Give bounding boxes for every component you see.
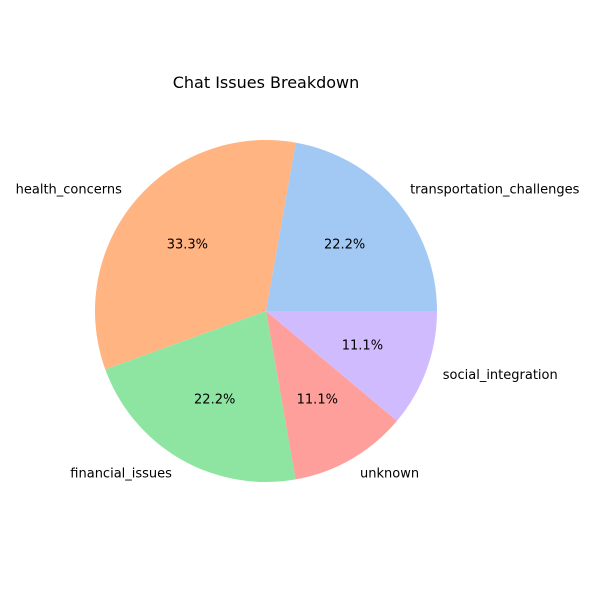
category-label-social-integration: social_integration xyxy=(443,368,558,383)
percent-label-health-concerns: 33.3% xyxy=(167,238,208,253)
pie-slice-financial-issues xyxy=(105,311,296,482)
pie-labels: transportation_challenges 22.2% health_con… xyxy=(16,183,580,482)
pie-slice-unknown xyxy=(266,311,397,480)
pie-slices xyxy=(95,140,437,482)
percent-label-financial-issues: 22.2% xyxy=(194,392,235,407)
category-label-unknown: unknown xyxy=(360,466,419,481)
pie-slice-social-integration xyxy=(266,311,437,421)
chart-title: Chat Issues Breakdown xyxy=(173,73,360,92)
category-label-financial-issues: financial_issues xyxy=(70,466,172,481)
percent-label-transportation-challenges: 22.2% xyxy=(324,238,365,253)
pie-slice-health-concerns xyxy=(95,140,296,370)
category-label-transportation-challenges: transportation_challenges xyxy=(410,183,580,198)
percent-label-social-integration: 11.1% xyxy=(342,339,383,354)
percent-label-unknown: 11.1% xyxy=(297,392,338,407)
pie-slice-transportation-challenges xyxy=(266,142,437,311)
category-label-health-concerns: health_concerns xyxy=(16,183,122,198)
